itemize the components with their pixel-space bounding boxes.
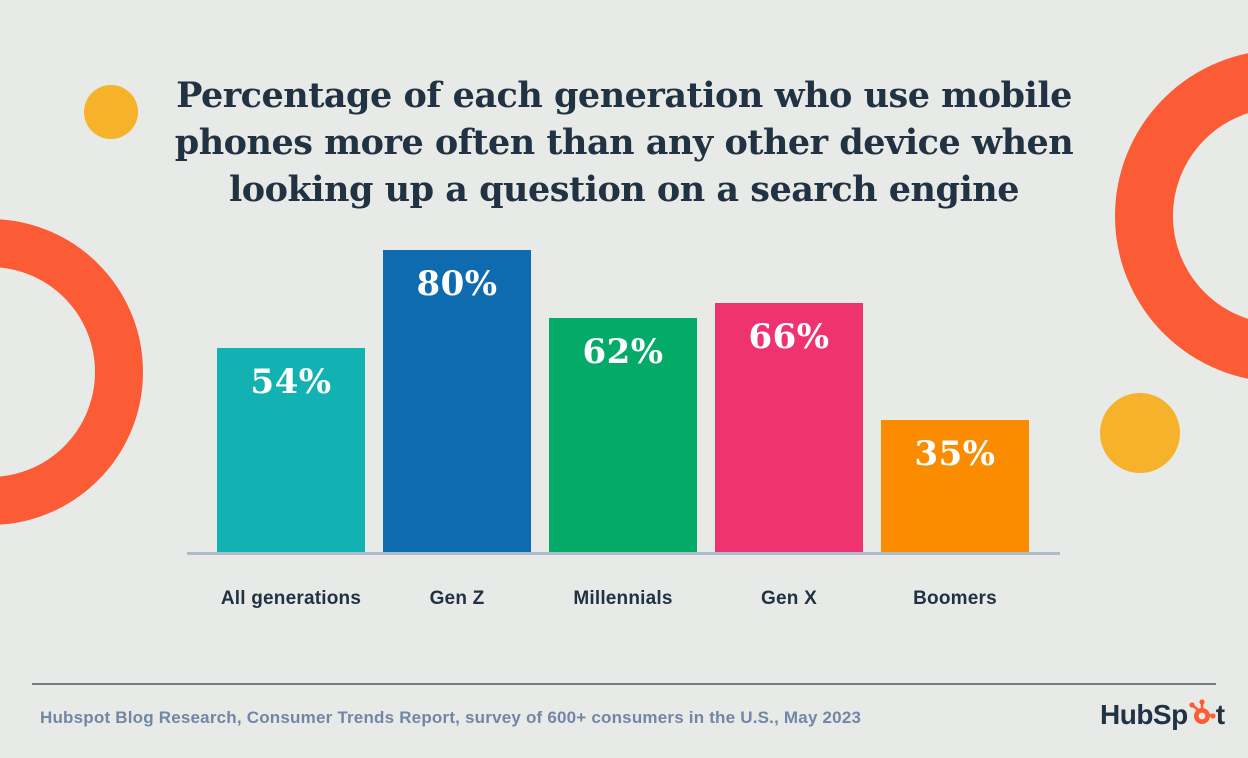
bar-millennials: 62% [549,318,697,552]
source-attribution: Hubspot Blog Research, Consumer Trends R… [40,708,862,727]
hubspot-logo: HubSp t [1100,698,1225,732]
footer-divider [32,683,1216,685]
bar-value-label: 35% [914,434,996,474]
yellow-circle-decoration-right [1100,393,1180,473]
chart-title: Percentage of each generation who use mo… [124,72,1124,213]
chart-title-line1: Percentage of each generation who use mo… [176,75,1072,116]
bar-value-label: 66% [748,317,830,357]
category-label-millennials: Millennials [573,588,673,609]
bar-value-label: 54% [250,362,332,402]
chart-title-line2: phones more often than any other device … [174,122,1074,163]
hubspot-sprocket-icon [1189,699,1216,724]
hubspot-logo-text-prefix: HubSp [1100,699,1188,730]
category-label-boomers: Boomers [913,588,997,609]
bar-value-label: 62% [582,332,664,372]
chart-title-line3: looking up a question on a search engine [228,169,1020,210]
bar-gen-z: 80% [383,250,531,552]
hubspot-logo-text-suffix: t [1215,699,1225,730]
bar-all-generations: 54% [217,348,365,552]
bar-boomers: 35% [881,420,1029,552]
bar-value-label: 80% [416,264,498,304]
x-axis-line [187,552,1060,555]
bar-gen-x: 66% [715,303,863,552]
yellow-circle-decoration-top-left [84,85,138,139]
category-label-gen-z: Gen Z [429,588,485,609]
category-label-gen-x: Gen X [761,588,817,609]
category-label-all-generations: All generations [220,588,362,609]
